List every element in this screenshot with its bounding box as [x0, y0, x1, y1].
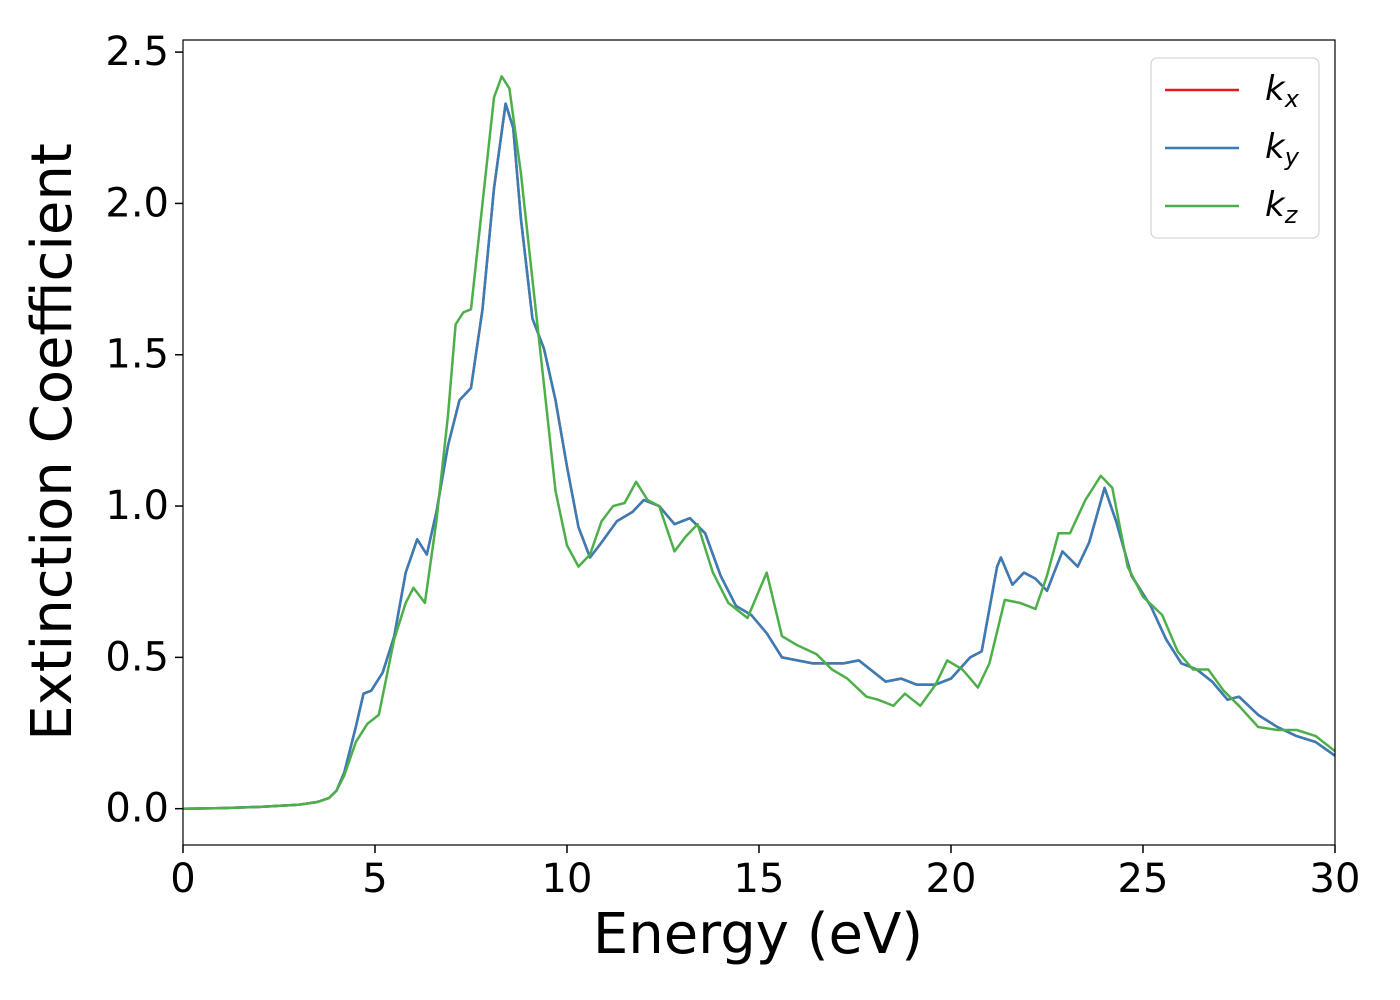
y-tick-label: 2.0	[105, 180, 169, 226]
x-tick-label: 10	[542, 856, 593, 902]
y-tick-label: 2.5	[105, 29, 169, 75]
series-line	[182, 102, 1336, 810]
x-tick-label: 0	[170, 856, 195, 902]
x-tick-label: 30	[1310, 856, 1361, 902]
legend-label: kz	[1265, 185, 1299, 230]
series-line	[182, 75, 1336, 810]
plot-frame	[182, 39, 1336, 846]
x-tick-label: 15	[734, 856, 785, 902]
y-axis-label: Extinction Coefficient	[20, 143, 85, 741]
x-tick-label: 5	[362, 856, 387, 902]
legend-label: kx	[1265, 69, 1300, 114]
x-tick-label: 25	[1118, 856, 1169, 902]
y-tick-label: 0.0	[105, 786, 169, 832]
y-tick-label: 0.5	[105, 634, 169, 680]
y-tick-label: 1.0	[105, 483, 169, 529]
x-axis-label: Energy (eV)	[593, 902, 923, 967]
x-tick-label: 20	[926, 856, 977, 902]
y-tick-label: 1.5	[105, 332, 169, 378]
legend-label: ky	[1265, 127, 1300, 172]
